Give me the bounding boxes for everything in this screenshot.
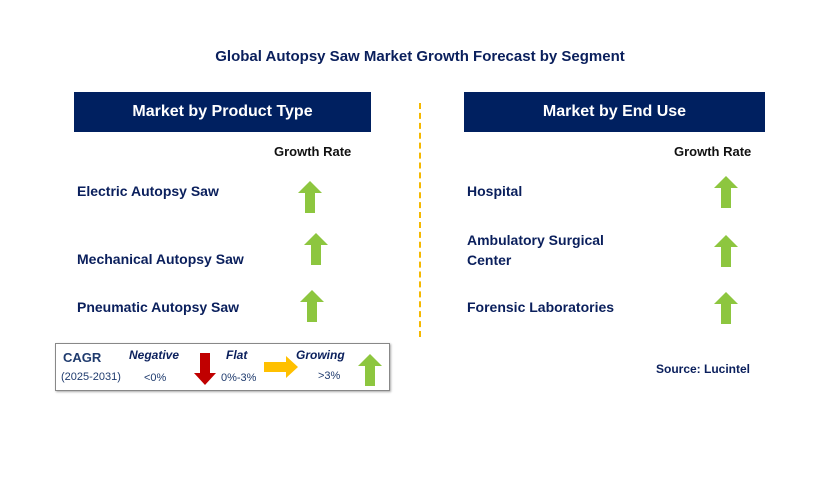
- growing-up-arrow-icon: [358, 354, 382, 386]
- legend-growing: Growing: [296, 348, 345, 362]
- growth-rate-label-left: Growth Rate: [274, 144, 352, 159]
- flat-right-arrow-icon: [264, 356, 298, 378]
- growth-up-arrow-icon: [714, 235, 738, 267]
- cagr-legend: CAGR (2025-2031) Negative <0% Flat 0%-3%…: [55, 343, 390, 391]
- growth-rate-label-right: Growth Rate: [674, 144, 752, 159]
- legend-period: (2025-2031): [61, 371, 121, 383]
- growth-up-arrow-icon: [714, 176, 738, 208]
- legend-negative: Negative: [129, 348, 180, 362]
- growth-up-arrow-icon: [714, 292, 738, 324]
- segment-label: Electric Autopsy Saw: [77, 183, 219, 199]
- legend-flat: Flat: [226, 348, 248, 362]
- negative-down-arrow-icon: [194, 353, 216, 385]
- legend-growing-range: >3%: [318, 370, 341, 382]
- segment-label: Forensic Laboratories: [467, 299, 615, 315]
- segment-label: Mechanical Autopsy Saw: [77, 251, 244, 267]
- legend-cagr: CAGR: [63, 350, 102, 365]
- source-label: Source: Lucintel: [655, 362, 750, 376]
- legend-flat-range: 0%-3%: [221, 372, 257, 384]
- page-title: Global Autopsy Saw Market Growth Forecas…: [215, 48, 625, 65]
- product-type-header: Market by Product Type: [74, 92, 371, 132]
- segment-label: Hospital: [467, 183, 523, 199]
- growth-up-arrow-icon: [298, 181, 322, 213]
- end-use-header: Market by End Use: [464, 92, 765, 132]
- legend-negative-range: <0%: [144, 372, 167, 384]
- divider-line: [419, 103, 421, 337]
- growth-up-arrow-icon: [300, 290, 324, 322]
- growth-up-arrow-icon: [304, 233, 328, 265]
- segment-label: Pneumatic Autopsy Saw: [77, 299, 240, 315]
- segment-label: Ambulatory Surgical Center: [467, 232, 604, 268]
